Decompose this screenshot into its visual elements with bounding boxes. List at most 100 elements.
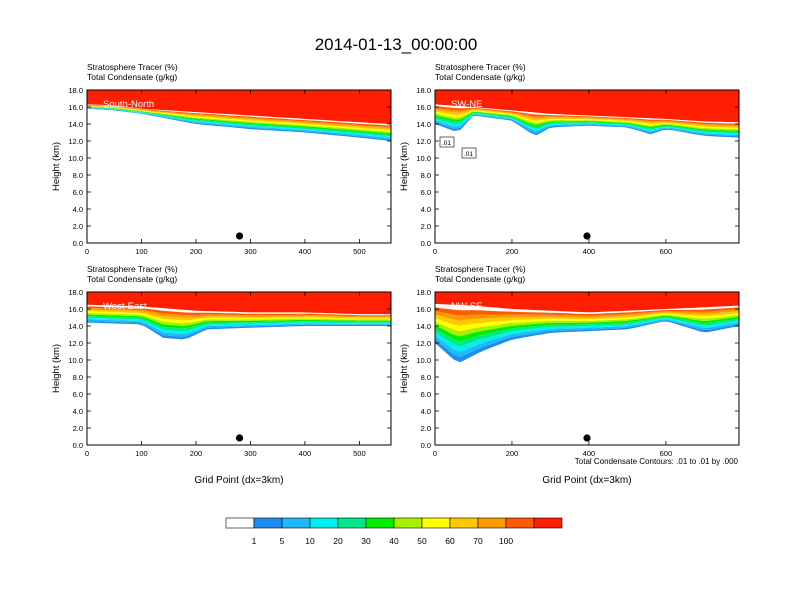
panel-subtitle: Stratosphere Tracer (%) (435, 62, 526, 72)
colorbar-cell (337, 517, 367, 529)
y-tick-label: 0.0 (421, 239, 431, 248)
x-axis-label: Grid Point (dx=3km) (194, 475, 283, 486)
tracer-band (87, 108, 391, 141)
y-tick-label: 6.0 (73, 390, 83, 399)
tracer-band (435, 314, 739, 337)
colorbar-cell (533, 517, 563, 529)
tracer-band (435, 313, 739, 331)
colorbar-label: 5 (280, 536, 285, 546)
tracer-band (87, 105, 391, 129)
tracer-band (435, 317, 739, 347)
tracer-band (435, 115, 739, 138)
panel-nw-se: Stratosphere Tracer (%)Total Condensate … (399, 264, 740, 486)
y-tick-label: 16.0 (416, 103, 431, 112)
x-tick-label: 300 (244, 449, 257, 458)
y-tick-label: 8.0 (73, 373, 83, 382)
location-marker (235, 232, 244, 240)
tracer-band (87, 317, 391, 334)
y-tick-label: 6.0 (421, 188, 431, 197)
y-tick-label: 10.0 (416, 154, 431, 163)
tracer-band (87, 106, 391, 135)
tracer-band (87, 312, 391, 326)
tracer-band (435, 311, 739, 326)
panel-label: West-East (103, 301, 147, 312)
x-tick-label: 100 (135, 247, 148, 256)
tracer-band (87, 107, 391, 138)
y-tick-label: 14.0 (416, 120, 431, 129)
y-tick-label: 14.0 (68, 120, 83, 129)
x-tick-label: 500 (353, 449, 366, 458)
x-tick-label: 200 (190, 449, 203, 458)
tracer-band (87, 308, 391, 318)
x-tick-label: 0 (85, 449, 89, 458)
x-tick-label: 300 (244, 247, 257, 256)
tracer-max-band (87, 90, 391, 119)
x-tick-label: 200 (190, 247, 203, 256)
colorbar-label: 100 (499, 536, 513, 546)
y-tick-label: 14.0 (416, 322, 431, 331)
y-tick-label: 14.0 (68, 322, 83, 331)
tracer-band (435, 320, 739, 363)
x-tick-label: 600 (660, 247, 673, 256)
colorbar-cell (393, 517, 423, 529)
tracer-band (87, 321, 391, 340)
colorbar-cell (253, 517, 283, 529)
tracer-band (87, 309, 391, 321)
y-tick-label: 18.0 (416, 288, 431, 297)
tracer-band (87, 107, 391, 137)
y-tick-label: 18.0 (68, 86, 83, 95)
colorbar-cell (281, 517, 311, 529)
tracer-band (87, 314, 391, 329)
y-tick-label: 12.0 (416, 339, 431, 348)
tracer-band (87, 107, 391, 140)
x-tick-label: 400 (583, 247, 596, 256)
plot-frame (434, 89, 740, 244)
panel-subtitle: Total Condensate (g/kg) (435, 72, 525, 82)
tracer-band (435, 112, 739, 134)
tracer-field (435, 292, 739, 363)
y-tick-label: 8.0 (421, 373, 431, 382)
colorbar-cell (309, 517, 339, 529)
panel-subtitle: Total Condensate (g/kg) (435, 274, 525, 284)
panel-subtitle: Stratosphere Tracer (%) (87, 62, 178, 72)
x-axis-label: Grid Point (dx=3km) (542, 475, 631, 486)
tracer-band (87, 106, 391, 132)
y-tick-label: 12.0 (68, 339, 83, 348)
y-tick-label: 0.0 (421, 441, 431, 450)
colorbar-cell (505, 517, 535, 529)
contour-footnote: Total Condensate Contours: .01 to .01 by… (575, 457, 739, 466)
panels: Stratosphere Tracer (%)Total Condensate … (51, 62, 740, 486)
y-tick-label: 18.0 (416, 86, 431, 95)
plot-frame (86, 291, 392, 446)
y-tick-label: 12.0 (416, 137, 431, 146)
y-tick-label: 4.0 (73, 407, 83, 416)
tracer-band (435, 318, 739, 352)
y-axis-label: Height (km) (51, 142, 62, 191)
tracer-band (87, 105, 391, 131)
y-axis-label: Height (km) (399, 344, 410, 393)
tracer-band (435, 109, 739, 128)
tracer-band (435, 106, 739, 126)
y-tick-label: 18.0 (68, 288, 83, 297)
tracer-band (87, 311, 391, 324)
tracer-band (435, 319, 739, 357)
tracer-band (87, 316, 391, 332)
y-tick-label: 16.0 (68, 103, 83, 112)
y-tick-label: 4.0 (421, 407, 431, 416)
x-tick-label: 100 (135, 449, 148, 458)
panel-sw-ne: Stratosphere Tracer (%)Total Condensate … (399, 62, 740, 256)
x-tick-label: 200 (506, 449, 519, 458)
tracer-band (435, 315, 739, 342)
panel-label: NW-SE (451, 301, 483, 312)
panel-label: South-North (103, 99, 154, 110)
tracer-band (87, 319, 391, 337)
y-tick-label: 2.0 (73, 424, 83, 433)
x-tick-label: 600 (660, 449, 673, 458)
y-tick-label: 6.0 (73, 188, 83, 197)
panel-west-east: Stratosphere Tracer (%)Total Condensate … (51, 264, 392, 486)
panel-subtitle: Total Condensate (g/kg) (87, 274, 177, 284)
location-marker (583, 434, 591, 442)
contour-label: .01 (442, 140, 451, 147)
contour-label-box (439, 136, 455, 148)
